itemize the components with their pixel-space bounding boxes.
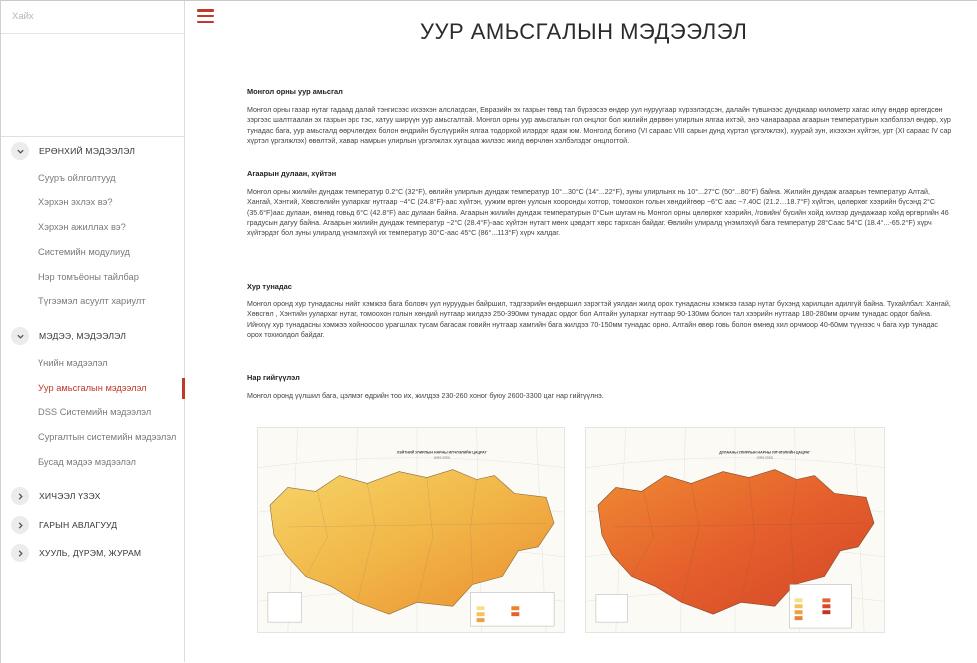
nav-item-other-news[interactable]: Бусад мэдээ мэдээлэл (38, 457, 136, 467)
section-body: Монгол оронд хур тунадасны нийт хэмжээ б… (247, 300, 951, 339)
nav-section-label: МЭДЭЭ, МЭДЭЭЛЭЛ (39, 331, 127, 341)
nav-item-how-to-work[interactable]: Хэрхэн ажиллах вэ? (38, 222, 126, 232)
section-body: Монгол орны жилийн дундаж температур 0.2… (247, 188, 949, 238)
map-warm-season-radiation: ДУЛААНЫ УЛИРЛЫН НАРНЫ ИЛЧЛЭЛИЙН ЦАЦРАГ (… (585, 427, 885, 633)
nav-item-training-info[interactable]: Сургалтын системийн мэдээлэл (38, 432, 177, 442)
sidebar-search (1, 1, 184, 34)
nav-item-price-info[interactable]: Үнийн мэдээлэл (38, 358, 108, 368)
map-title: ДУЛААНЫ УЛИРЛЫН НАРНЫ ИЛЧЛЭЛИЙН ЦАЦРАГ (719, 451, 810, 455)
active-indicator (182, 378, 185, 399)
nav-section-lessons[interactable]: ХИЧЭЭЛ ҮЗЭХ (11, 486, 101, 506)
nav-section-label: ЕРӨНХИЙ МЭДЭЭЛЭЛ (39, 146, 136, 156)
chevron-right-icon (11, 516, 29, 534)
nav-item-system-modules[interactable]: Системийн модулиуд (38, 247, 130, 257)
map-title: ХЭЙТНИЙ УЛИРЛЫН НАРНЫ ИЛЧЛЭЛИЙН ЦАЦРАГ (397, 451, 487, 455)
search-input[interactable] (1, 1, 171, 31)
hamburger-icon[interactable] (197, 9, 214, 24)
nav-item-how-to-start[interactable]: Хэрхэн эхлэх вэ? (38, 197, 113, 207)
nav-section-laws[interactable]: ХУУЛЬ, ДҮРЭМ, ЖУРАМ (11, 543, 141, 563)
nav-item-basic-concepts[interactable]: Сууръ ойлголтууд (38, 173, 116, 183)
map-period: (1961-2010) (757, 456, 773, 460)
section-heading: Хур тунадас (247, 282, 292, 291)
nav-divider (1, 136, 184, 137)
section-heading: Монгол орны уур амьсгал (247, 87, 343, 96)
nav-section-news[interactable]: МЭДЭЭ, МЭДЭЭЛЭЛ (11, 326, 126, 346)
nav-section-manuals[interactable]: ГАРЫН АВЛАГУУД (11, 515, 117, 535)
nav-section-label: ГАРЫН АВЛАГУУД (39, 520, 118, 530)
nav-section-label: ХИЧЭЭЛ ҮЗЭХ (39, 491, 101, 501)
chevron-down-icon (11, 142, 29, 160)
nav-section-label: ХУУЛЬ, ДҮРЭМ, ЖУРАМ (39, 548, 142, 558)
page-title: УУР АМЬСГАЛЫН МЭДЭЭЛЭЛ (420, 19, 748, 44)
chevron-down-icon (11, 327, 29, 345)
nav-item-glossary[interactable]: Нэр томъёоны тайлбар (38, 272, 139, 282)
chevron-right-icon (11, 544, 29, 562)
section-body: Монгол орны газар нутаг гадаад далай тэн… (247, 106, 952, 145)
map-cold-season-radiation: ХЭЙТНИЙ УЛИРЛЫН НАРНЫ ИЛЧЛЭЛИЙН ЦАЦРАГ (… (257, 427, 565, 633)
section-body: Монгол оронд үүлшил бага, цэлмэг өдрийн … (247, 392, 604, 400)
nav-item-faq[interactable]: Түгээмэл асуулт хариулт (38, 296, 146, 306)
chevron-right-icon (11, 487, 29, 505)
nav-item-dss-info[interactable]: DSS Системийн мэдээлэл (38, 407, 152, 417)
nav-section-general[interactable]: ЕРӨНХИЙ МЭДЭЭЛЭЛ (11, 141, 135, 161)
map-period: (1961-2010) (434, 456, 450, 460)
sidebar: ЕРӨНХИЙ МЭДЭЭЛЭЛ Сууръ ойлголтууд Хэрхэн… (1, 1, 185, 662)
section-heading: Агаарын дулаан, хүйтэн (247, 169, 337, 178)
nav-item-climate-info[interactable]: Уур амьсгалын мэдээлэл (38, 383, 147, 393)
section-heading: Нар гийгүүлэл (247, 373, 300, 382)
